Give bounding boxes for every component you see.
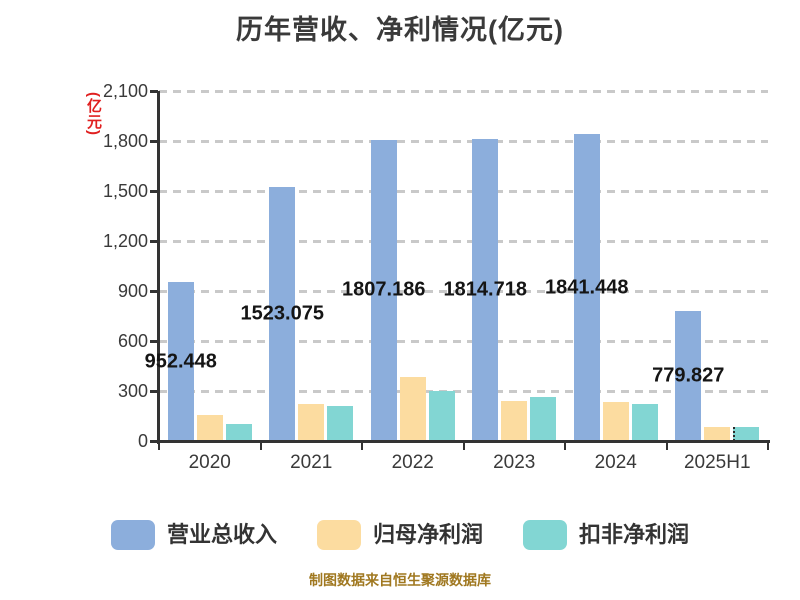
bar-revenue xyxy=(370,139,397,441)
legend-swatch-deducted-net-profit xyxy=(523,520,567,550)
gridline xyxy=(159,190,768,193)
x-category-label: 2022 xyxy=(391,452,434,473)
y-tick xyxy=(150,340,158,343)
value-label: 1523.075 xyxy=(240,302,324,325)
x-tick xyxy=(564,441,566,450)
gridline xyxy=(159,290,768,293)
legend-label: 归母净利润 xyxy=(372,522,483,547)
bar-net-profit xyxy=(501,400,528,441)
x-category-label: 2023 xyxy=(493,452,536,473)
legend: 营业总收入 归母净利润 扣非净利润 xyxy=(0,517,800,553)
gridline xyxy=(159,340,768,343)
value-label: 1807.186 xyxy=(342,278,426,301)
bar-revenue xyxy=(167,282,194,441)
x-tick xyxy=(767,441,769,450)
x-category-label: 2021 xyxy=(290,452,333,473)
y-tick xyxy=(150,290,158,293)
legend-item: 扣非净利润 xyxy=(523,520,689,550)
y-tick-label: 600 xyxy=(117,331,148,351)
x-tick xyxy=(259,441,262,450)
bar-revenue xyxy=(675,311,702,441)
bar-deducted-net-profit xyxy=(327,405,354,441)
bar-revenue xyxy=(269,187,296,441)
x-axis-line xyxy=(157,440,770,443)
bar-revenue xyxy=(573,134,600,441)
legend-label: 营业总收入 xyxy=(166,522,277,547)
legend-swatch-revenue xyxy=(110,520,155,550)
value-label: 1814.718 xyxy=(443,278,527,301)
x-tick xyxy=(361,441,363,450)
x-category-label: 2020 xyxy=(188,452,231,473)
y-tick-label: 900 xyxy=(117,281,148,301)
y-tick-label: 0 xyxy=(137,431,148,451)
bar-deducted-net-profit xyxy=(631,403,658,441)
value-label: 1841.448 xyxy=(545,276,629,299)
y-axis-unit-label: (亿元) xyxy=(85,92,102,136)
bar-net-profit xyxy=(399,376,426,441)
gridline xyxy=(159,240,768,243)
footer-note: 制图数据来自恒生聚源数据库 xyxy=(309,572,491,588)
legend-label: 扣非净利润 xyxy=(579,522,690,547)
y-tick-label: 300 xyxy=(117,381,148,401)
bar-deducted-net-profit xyxy=(530,397,557,441)
y-tick-label: 1,200 xyxy=(102,231,148,251)
bar-deducted-net-profit xyxy=(733,426,760,441)
x-tick xyxy=(462,441,465,450)
value-label: 779.827 xyxy=(652,364,725,387)
bar-net-profit xyxy=(602,401,629,441)
x-tick xyxy=(665,441,668,450)
bar-deducted-net-profit xyxy=(225,423,252,441)
bar-revenue xyxy=(472,138,499,441)
y-tick-label: 2,100 xyxy=(102,81,148,101)
legend-item: 归母净利润 xyxy=(316,520,483,550)
x-category-label: 2025H1 xyxy=(683,452,751,473)
x-category-label: 2024 xyxy=(594,452,637,473)
bar-deducted-net-profit xyxy=(428,391,455,441)
gridline xyxy=(159,140,768,143)
y-tick xyxy=(150,440,158,443)
y-tick xyxy=(150,140,158,143)
y-tick-label: 1,500 xyxy=(102,181,148,201)
bar-net-profit xyxy=(704,426,731,441)
value-label: 952.448 xyxy=(144,350,217,373)
y-tick xyxy=(150,240,158,243)
gridline xyxy=(159,90,768,93)
y-tick xyxy=(150,90,158,93)
legend-swatch-net-profit xyxy=(316,520,361,550)
y-tick xyxy=(150,390,158,393)
y-tick xyxy=(150,190,158,193)
chart-title: 历年营收、净利情况(亿元) xyxy=(236,15,564,45)
y-tick-label: 1,800 xyxy=(102,131,148,151)
legend-item: 营业总收入 xyxy=(110,520,277,550)
bar-net-profit xyxy=(298,403,325,441)
x-tick xyxy=(158,441,160,450)
gridline xyxy=(159,390,768,393)
y-axis-line xyxy=(157,91,160,444)
bar-net-profit xyxy=(196,414,223,441)
